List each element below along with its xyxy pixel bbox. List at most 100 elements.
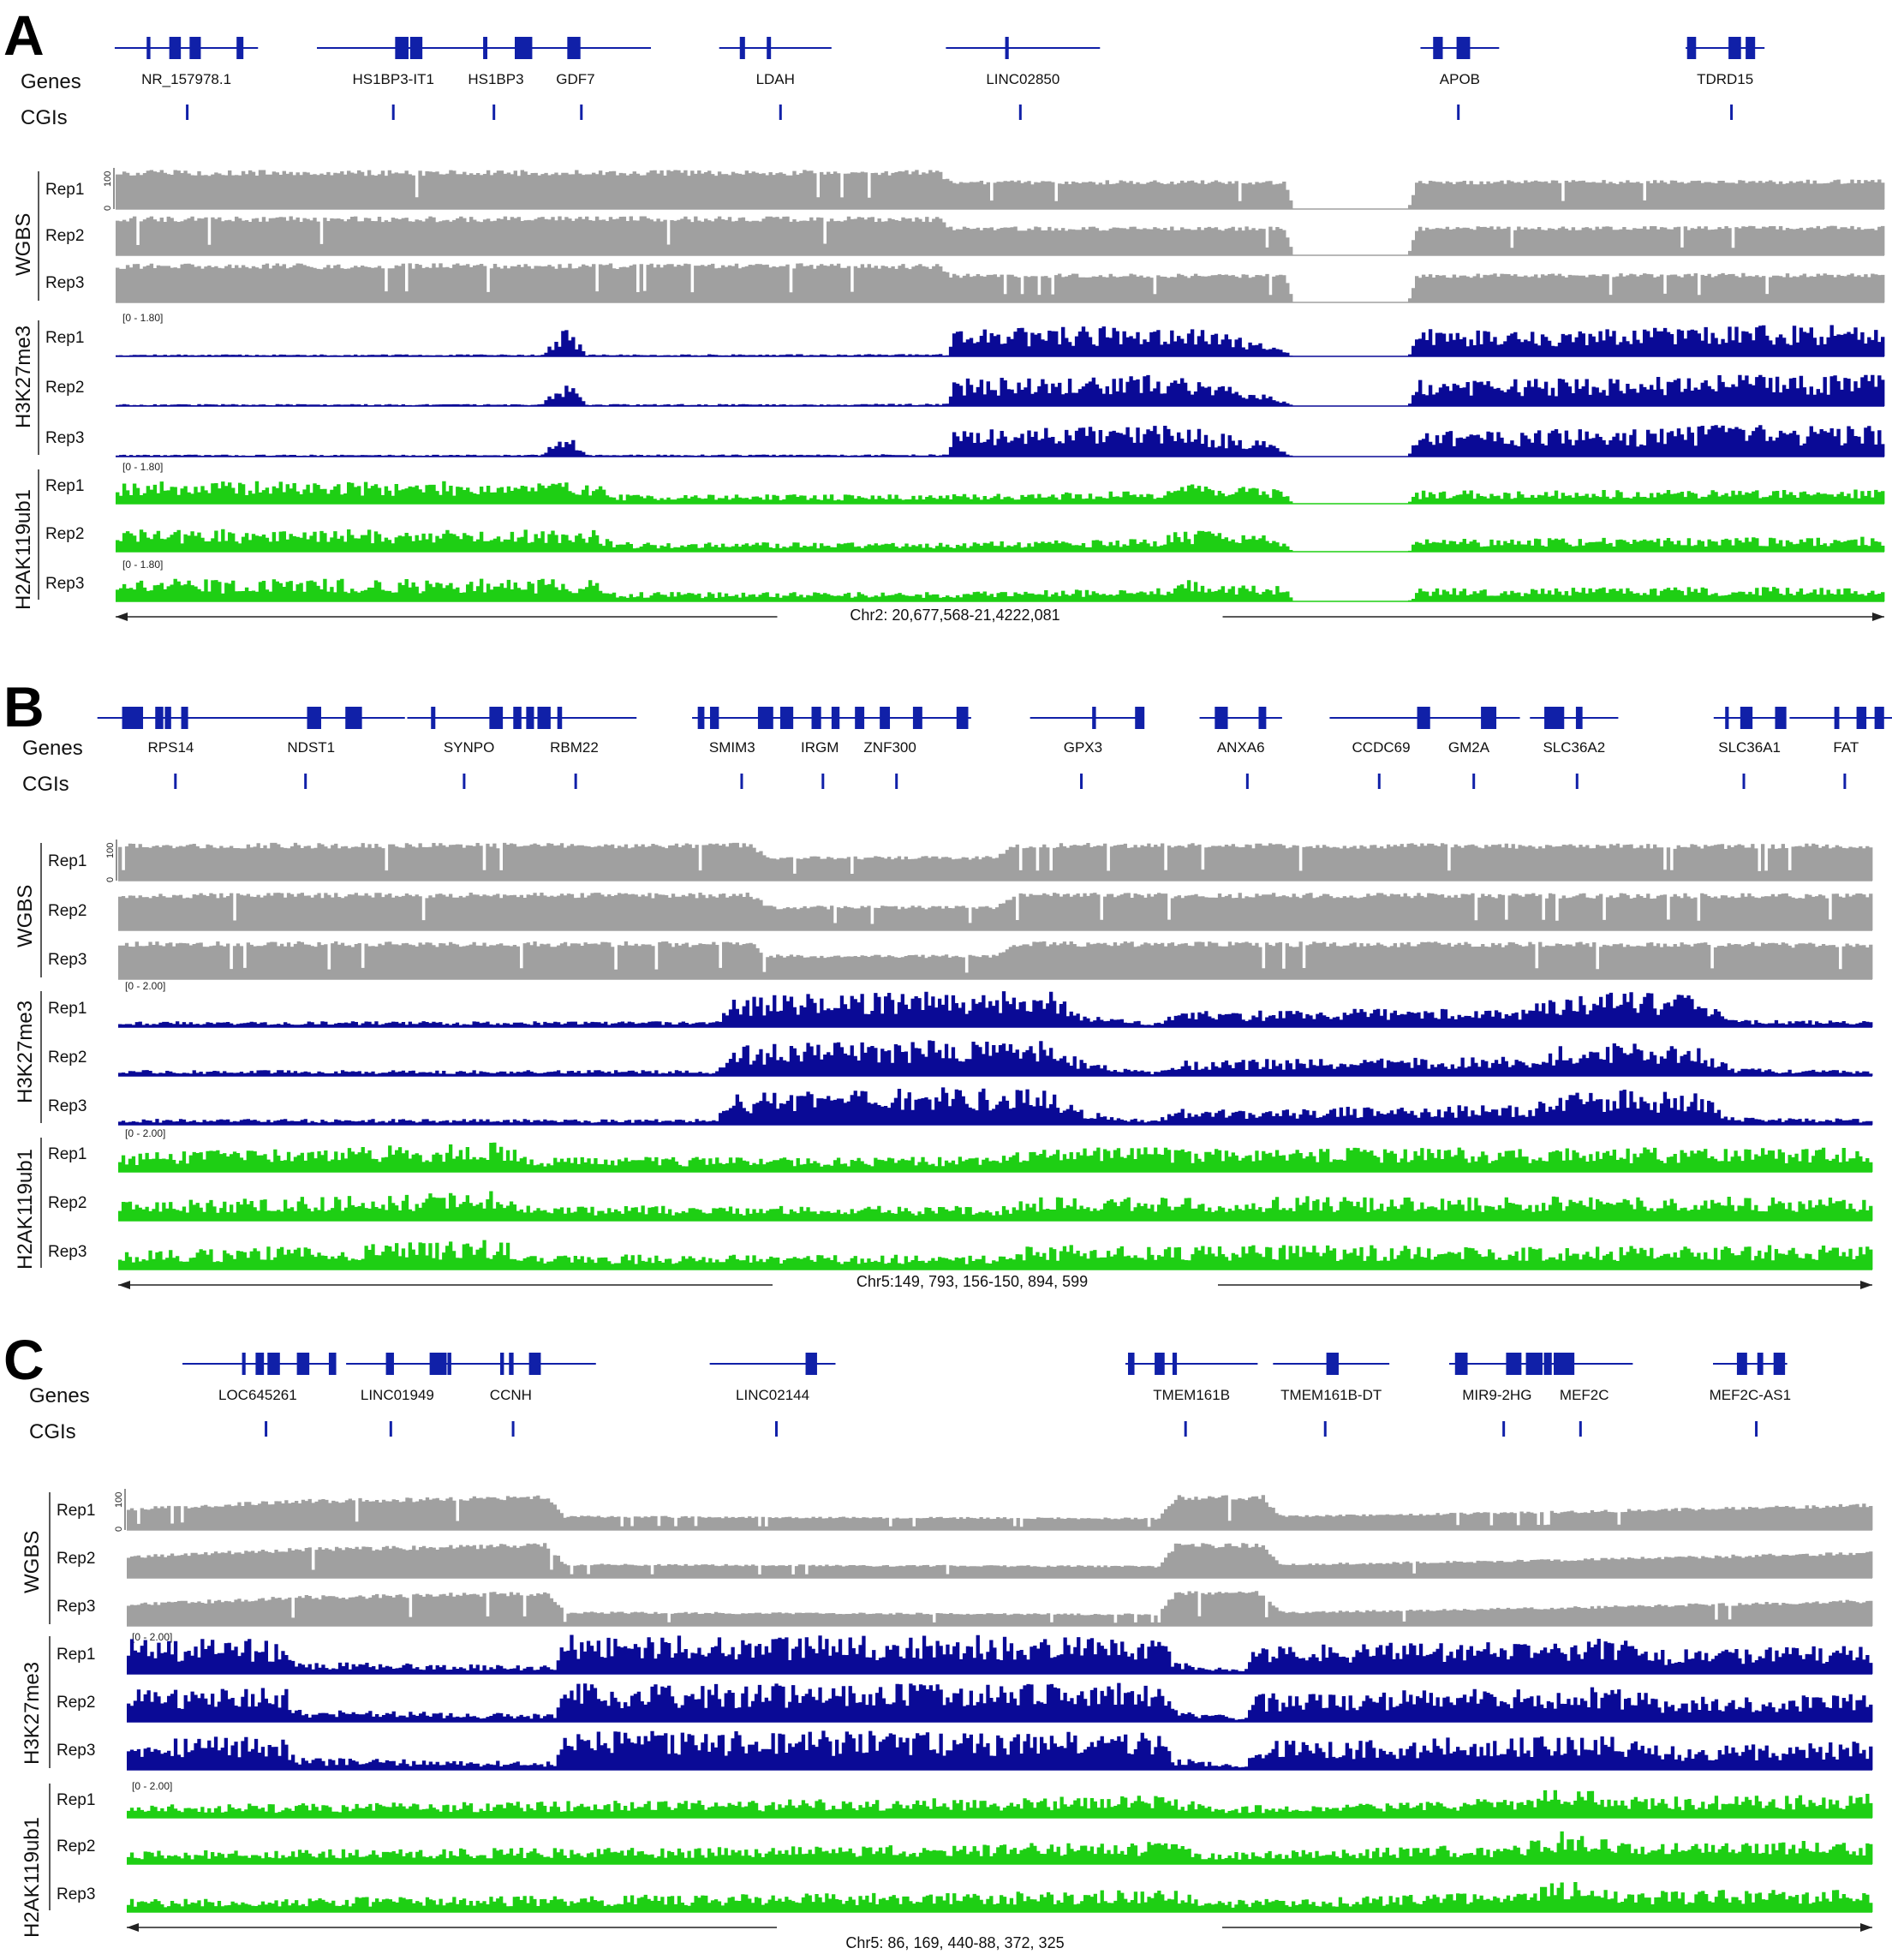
- genome-browser-tracks: LOC645261 LINC01949 CCNH LINC02144 TMEM161B T…: [49, 1353, 1873, 1932]
- replicate-label: Rep3: [48, 1097, 87, 1115]
- gene-exon: [739, 37, 745, 59]
- gene-name-label: TMEM161B-DT: [1280, 1387, 1382, 1403]
- gene-exon: [395, 37, 409, 59]
- gene-exon: [1775, 707, 1785, 729]
- genomic-coordinate: Chr2: 20,677,568-21,4222,081: [850, 607, 1060, 624]
- replicate-label: Rep1: [57, 1646, 95, 1664]
- gene-exon: [296, 1353, 310, 1375]
- cgi-marker: [1018, 105, 1022, 120]
- wgbs-scale-max: 100: [114, 1492, 124, 1508]
- gene-name-label: MEF2C: [1560, 1387, 1609, 1403]
- wgbs-signal: [118, 893, 1873, 930]
- gene-exon: [767, 37, 772, 59]
- wgbs-signal: [116, 216, 1885, 255]
- replicate-label: Rep3: [45, 575, 84, 593]
- replicate-label: Rep1: [57, 1791, 95, 1809]
- replicate-label: Rep1: [45, 181, 84, 199]
- gene-exon: [489, 707, 504, 729]
- h2ak119ub1-signal: [118, 1191, 1873, 1221]
- gene-exon: [122, 707, 135, 729]
- replicate-label: Rep3: [48, 951, 87, 969]
- gene-exon: [1874, 707, 1884, 729]
- gene-exon: [164, 707, 171, 729]
- gene-exon: [1553, 707, 1565, 729]
- genes-row-label: Genes: [22, 737, 83, 760]
- genes-row-label: Genes: [21, 70, 81, 93]
- gene-exon: [1725, 707, 1729, 729]
- replicate-label: Rep2: [48, 902, 87, 920]
- panel-letter: A: [3, 3, 45, 67]
- h3k27me3-range-label: [0 - 1.80]: [122, 312, 164, 324]
- gene-exon: [697, 707, 705, 729]
- h3k27me3-signal: [118, 1040, 1873, 1076]
- replicate-label: Rep1: [45, 329, 84, 347]
- gene-exon: [567, 37, 581, 59]
- gene-name-label: LOC645261: [218, 1387, 297, 1403]
- gene-name-label: LINC01949: [361, 1387, 434, 1403]
- cgi-marker: [511, 1421, 515, 1437]
- gene-exon: [1155, 1353, 1165, 1375]
- gene-exon: [431, 707, 436, 729]
- replicate-label: Rep1: [48, 1000, 87, 1018]
- wgbs-scale-min: 0: [114, 1527, 124, 1532]
- gene-exon: [805, 1353, 817, 1375]
- replicate-label: Rep1: [48, 852, 87, 870]
- gene-exon: [557, 707, 563, 729]
- gene-name-label: LDAH: [756, 71, 795, 87]
- gene-exon: [956, 707, 969, 729]
- wgbs-signal: [127, 1495, 1873, 1530]
- gene-exon: [1728, 37, 1740, 59]
- gene-exon: [483, 37, 488, 59]
- gene-name-label: FAT: [1833, 739, 1859, 756]
- replicate-label: Rep2: [48, 1049, 87, 1067]
- cgis-row-label: CGIs: [22, 773, 69, 796]
- gene-exon: [1092, 707, 1096, 729]
- gene-exon: [1172, 1353, 1178, 1375]
- genome-browser-tracks: RPS14 NDST1 SYNPO RBM22 SMIM3 IRGM ZNF300 GPX3 A…: [40, 707, 1892, 1289]
- cgi-marker: [1755, 1421, 1758, 1437]
- h3k27me3-signal: [127, 1682, 1873, 1722]
- gene-exon: [1686, 37, 1697, 59]
- wgbs-signal: [118, 941, 1873, 979]
- wgbs-signal: [127, 1543, 1873, 1578]
- gene-exon: [155, 707, 164, 729]
- gene-name-label: IRGM: [801, 739, 839, 756]
- replicate-label: Rep3: [48, 1243, 87, 1261]
- gene-name-label: SLC36A2: [1543, 739, 1605, 756]
- h3k27me3-signal: [116, 325, 1885, 356]
- gene-name-label: RPS14: [148, 739, 194, 756]
- cgi-marker: [1184, 1421, 1187, 1437]
- cgi-marker: [1245, 774, 1249, 789]
- gene-exon: [912, 707, 922, 729]
- gene-exon: [779, 707, 794, 729]
- gene-name-label: NR_157978.1: [141, 71, 231, 87]
- gene-exon: [500, 1353, 504, 1375]
- cgi-marker: [1323, 1421, 1327, 1437]
- gene-exon: [509, 1353, 514, 1375]
- gene-exon: [1856, 707, 1867, 729]
- gene-exon: [1746, 37, 1756, 59]
- replicate-label: Rep1: [57, 1502, 95, 1520]
- wgbs-scale-min: 0: [103, 206, 113, 211]
- gene-name-label: ANXA6: [1217, 739, 1265, 756]
- gene-exon: [1326, 1353, 1339, 1375]
- cgi-marker: [389, 1421, 392, 1437]
- h3k27me3-signal: [127, 1730, 1873, 1770]
- genes-row-label: Genes: [29, 1384, 90, 1407]
- replicate-label: Rep2: [57, 1550, 95, 1568]
- replicate-label: Rep2: [45, 379, 84, 397]
- replicate-label: Rep2: [48, 1194, 87, 1212]
- replicate-label: Rep3: [57, 1598, 95, 1616]
- gene-exon: [1135, 707, 1145, 729]
- cgis-row-label: CGIs: [29, 1420, 76, 1443]
- wgbs-scale-min: 0: [105, 877, 116, 882]
- cgi-marker: [1843, 774, 1847, 789]
- h2ak119ub1-range-label-rep1: [0 - 2.00]: [125, 1127, 166, 1139]
- gene-exon: [1510, 1353, 1522, 1375]
- replicate-label: Rep2: [57, 1694, 95, 1712]
- wgbs-signal: [118, 842, 1873, 881]
- gene-exon: [528, 1353, 541, 1375]
- gene-name-label: SMIM3: [709, 739, 755, 756]
- cgi-marker: [574, 774, 577, 789]
- h2ak119ub1-signal: [118, 1240, 1873, 1270]
